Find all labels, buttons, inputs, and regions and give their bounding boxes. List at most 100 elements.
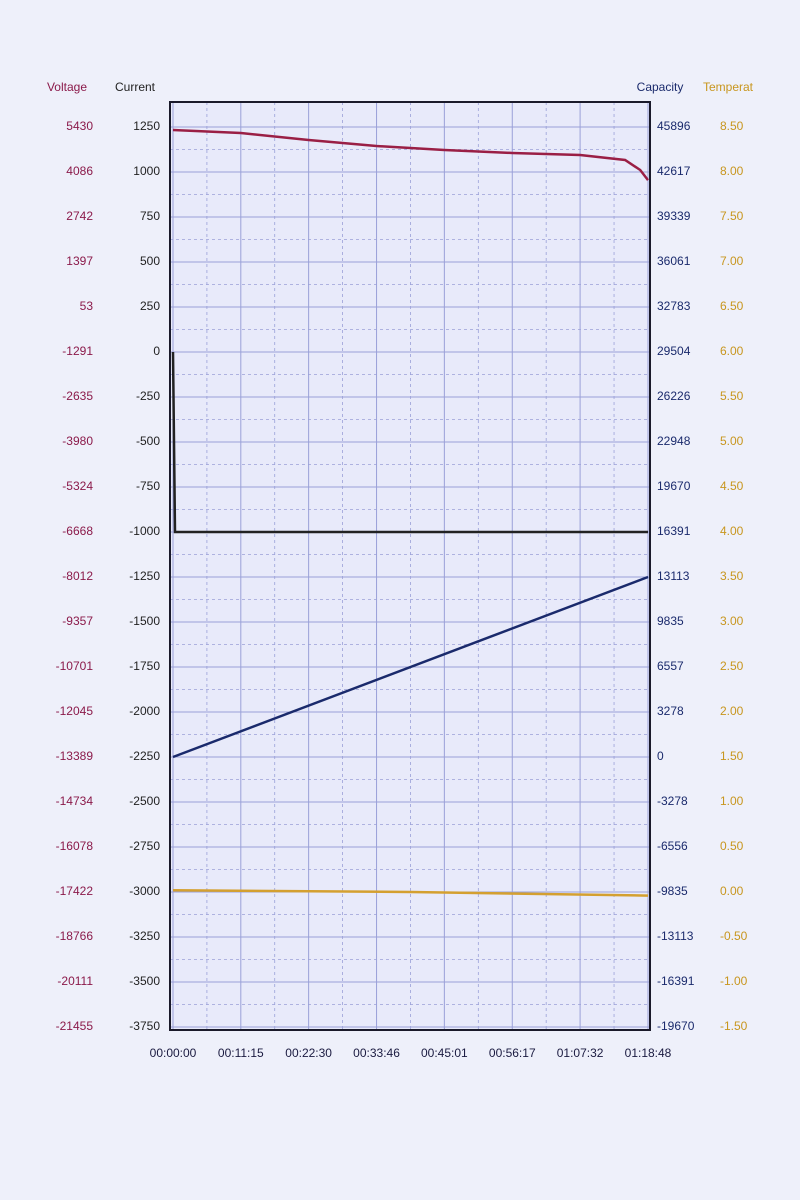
y-tick-label: 4086 xyxy=(66,164,93,178)
y-tick-label: 6557 xyxy=(657,659,684,673)
y-tick-label: 1.50 xyxy=(720,749,744,763)
y-tick-label: 2742 xyxy=(66,209,93,223)
y-tick-label: 0 xyxy=(153,344,160,358)
x-tick-label: 00:56:17 xyxy=(489,1046,536,1060)
y-tick-label: 0.50 xyxy=(720,839,744,853)
y-tick-label: -1291 xyxy=(62,344,93,358)
x-tick-label: 00:00:00 xyxy=(150,1046,197,1060)
y-tick-label: -19670 xyxy=(657,1019,695,1033)
y-tick-label: 9835 xyxy=(657,614,684,628)
axis-title: Current xyxy=(115,80,156,94)
y-tick-label: 36061 xyxy=(657,254,691,268)
series-line xyxy=(171,351,648,534)
y-tick-label: -1250 xyxy=(129,569,160,583)
series-line xyxy=(172,128,649,181)
y-tick-label: -1.00 xyxy=(720,974,748,988)
y-tick-label: -1.50 xyxy=(720,1019,748,1033)
y-tick-label: 8.00 xyxy=(720,164,744,178)
y-tick-label: 3.00 xyxy=(720,614,744,628)
y-tick-label: 1397 xyxy=(66,254,93,268)
y-tick-label: -21455 xyxy=(56,1019,94,1033)
y-tick-label: -1750 xyxy=(129,659,160,673)
axis-title: Temperat xyxy=(703,80,754,94)
y-tick-label: -6668 xyxy=(62,524,93,538)
x-tick-label: 01:18:48 xyxy=(625,1046,672,1060)
y-tick-label: 2.00 xyxy=(720,704,744,718)
y-tick-label: -2250 xyxy=(129,749,160,763)
plot-area xyxy=(170,102,650,1030)
y-tick-label: 42617 xyxy=(657,164,691,178)
y-tick-label: -750 xyxy=(136,479,160,493)
y-tick-label: -8012 xyxy=(62,569,93,583)
y-tick-label: -3500 xyxy=(129,974,160,988)
y-tick-label: -17422 xyxy=(56,884,94,898)
y-tick-label: 19670 xyxy=(657,479,691,493)
y-tick-label: 0 xyxy=(657,749,664,763)
y-tick-label: 5430 xyxy=(66,119,93,133)
y-tick-label: -2500 xyxy=(129,794,160,808)
y-tick-label: -16078 xyxy=(56,839,94,853)
y-tick-label: -12045 xyxy=(56,704,94,718)
series-line xyxy=(172,888,649,897)
y-tick-label: 6.00 xyxy=(720,344,744,358)
y-tick-label: 32783 xyxy=(657,299,691,313)
y-tick-label: 4.00 xyxy=(720,524,744,538)
y-tick-label: 500 xyxy=(140,254,160,268)
y-tick-label: -250 xyxy=(136,389,160,403)
y-tick-label: 750 xyxy=(140,209,160,223)
y-tick-label: -1500 xyxy=(129,614,160,628)
y-tick-label: 16391 xyxy=(657,524,691,538)
series-line xyxy=(172,575,649,759)
y-tick-label: -14734 xyxy=(56,794,94,808)
y-tick-label: -9357 xyxy=(62,614,93,628)
axis-title: Capacity xyxy=(637,80,684,94)
y-tick-label: 3278 xyxy=(657,704,684,718)
y-tick-label: 5.50 xyxy=(720,389,744,403)
y-tick-label: -1000 xyxy=(129,524,160,538)
y-tick-label: 13113 xyxy=(657,569,690,583)
y-tick-label: -20111 xyxy=(57,974,93,988)
y-tick-label: -9835 xyxy=(657,884,688,898)
y-tick-label: -2750 xyxy=(129,839,160,853)
y-tick-label: 6.50 xyxy=(720,299,744,313)
x-tick-label: 01:07:32 xyxy=(557,1046,604,1060)
y-tick-label: -3278 xyxy=(657,794,688,808)
y-tick-label: -3250 xyxy=(129,929,160,943)
plot-frame xyxy=(169,101,651,1031)
y-tick-label: -5324 xyxy=(62,479,93,493)
y-tick-label: 22948 xyxy=(657,434,691,448)
y-tick-label: 7.00 xyxy=(720,254,744,268)
y-tick-label: -18766 xyxy=(56,929,94,943)
y-tick-label: 1000 xyxy=(133,164,160,178)
y-tick-label: 26226 xyxy=(657,389,691,403)
y-tick-label: -2635 xyxy=(62,389,93,403)
y-tick-label: -3980 xyxy=(62,434,93,448)
x-tick-label: 00:45:01 xyxy=(421,1046,468,1060)
y-tick-label: 4.50 xyxy=(720,479,744,493)
y-tick-label: 0.00 xyxy=(720,884,744,898)
y-tick-label: 2.50 xyxy=(720,659,744,673)
y-tick-label: 5.00 xyxy=(720,434,744,448)
y-tick-label: 29504 xyxy=(657,344,691,358)
x-tick-label: 00:33:46 xyxy=(353,1046,400,1060)
y-tick-label: 7.50 xyxy=(720,209,744,223)
y-tick-label: 250 xyxy=(140,299,160,313)
axis-title: Voltage xyxy=(47,80,87,94)
y-tick-label: 1250 xyxy=(133,119,160,133)
y-tick-label: -3750 xyxy=(129,1019,160,1033)
y-tick-label: -10701 xyxy=(56,659,94,673)
y-tick-label: 53 xyxy=(80,299,94,313)
y-tick-label: 45896 xyxy=(657,119,691,133)
y-tick-label: -0.50 xyxy=(720,929,748,943)
y-tick-label: -2000 xyxy=(129,704,160,718)
y-tick-label: -16391 xyxy=(657,974,695,988)
y-tick-label: -500 xyxy=(136,434,160,448)
y-tick-label: -13113 xyxy=(657,929,694,943)
y-tick-label: -6556 xyxy=(657,839,688,853)
y-tick-label: 3.50 xyxy=(720,569,744,583)
y-tick-label: 8.50 xyxy=(720,119,744,133)
y-tick-label: -3000 xyxy=(129,884,160,898)
y-tick-label: 1.00 xyxy=(720,794,744,808)
